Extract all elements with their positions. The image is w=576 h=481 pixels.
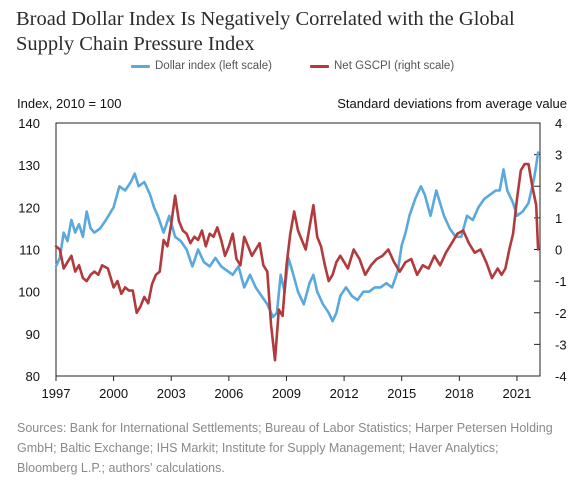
y-right-tick-label: -1 (555, 274, 567, 289)
right-axis-unit-label: Standard deviations from average value (337, 96, 567, 111)
y-right-tick-label: -2 (555, 306, 567, 321)
series-line-dollar-index (54, 151, 540, 323)
left-axis-unit-label: Index, 2010 = 100 (17, 96, 122, 111)
legend: Dollar index (left scale) Net GSCPI (rig… (0, 60, 576, 78)
x-tick-label: 1997 (42, 386, 71, 401)
source-note: Sources: Bank for International Settleme… (17, 421, 553, 475)
y-right-tick-label: 1 (555, 211, 562, 226)
y-left-tick-label: 110 (19, 243, 40, 258)
y-right-tick-label: 3 (555, 148, 562, 163)
y-right-tick-label: -3 (555, 337, 567, 352)
y-left-tick-label: 100 (18, 285, 40, 300)
legend-swatch-net-gscpi (310, 64, 329, 68)
plot-frame (55, 122, 541, 377)
x-tick-label: 2003 (157, 386, 186, 401)
y-right-tick-label: 4 (555, 116, 562, 131)
x-tick-label: 2012 (330, 386, 359, 401)
series-line-net-gscpi (54, 162, 540, 362)
y-right-tick-label: 0 (555, 243, 562, 258)
y-left-tick-label: 90 (26, 327, 40, 342)
legend-label-dollar-index: Dollar index (left scale) (155, 60, 272, 72)
legend-item-dollar-index: Dollar index (left scale) (131, 60, 272, 72)
x-tick-label: 2000 (99, 386, 128, 401)
chart-title: Broad Dollar Index Is Negatively Correla… (16, 8, 515, 55)
x-tick-label: 2018 (445, 386, 474, 401)
y-right-tick-label: 2 (555, 179, 562, 194)
x-tick-label: 2009 (272, 386, 301, 401)
legend-label-net-gscpi: Net GSCPI (right scale) (334, 60, 455, 72)
x-tick-label: 2015 (387, 386, 416, 401)
x-tick-label: 2006 (214, 386, 243, 401)
legend-swatch-dollar-index (131, 64, 150, 68)
legend-item-net-gscpi: Net GSCPI (right scale) (310, 60, 454, 72)
y-right-tick-label: -4 (555, 369, 567, 384)
y-left-tick-label: 130 (18, 158, 40, 173)
x-tick-label: 2021 (502, 386, 531, 401)
y-left-tick-label: 120 (18, 200, 40, 215)
y-left-tick-label: 140 (18, 116, 40, 131)
y-left-tick-label: 80 (26, 369, 40, 384)
